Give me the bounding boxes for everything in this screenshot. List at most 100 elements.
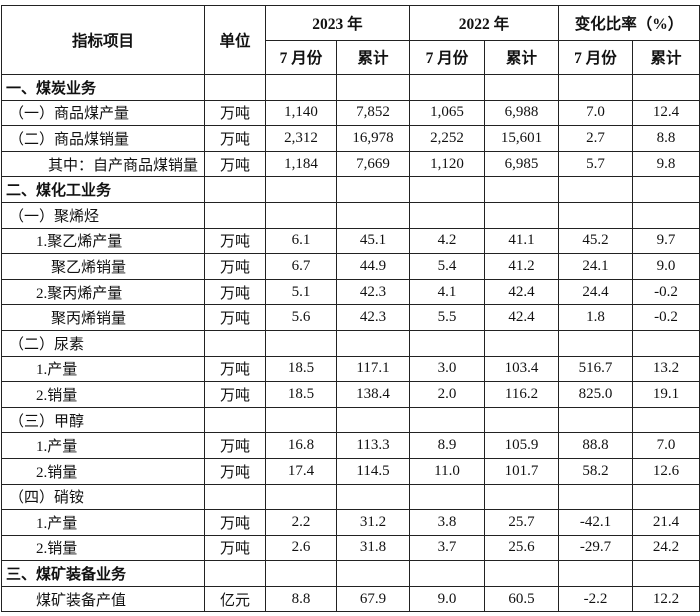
row-label: 2.销量 [1, 457, 205, 485]
header-change: 变化比率（%） [558, 5, 700, 41]
row-label: 三、煤矿装备业务 [1, 560, 205, 587]
cell-2022-month [409, 176, 485, 203]
cell-2022-month: 1,065 [409, 99, 485, 127]
row-unit: 万吨 [204, 278, 266, 306]
cell-change-month [558, 201, 633, 229]
cell-2022-cumulative: 41.2 [484, 253, 559, 280]
cell-change-month: 2.7 [558, 125, 633, 152]
cell-change-month: -2.2 [558, 585, 633, 613]
section-row: 一、煤炭业务 [1, 74, 700, 101]
cell-2023-month: 18.5 [265, 381, 337, 408]
row-unit: 万吨 [204, 432, 266, 459]
table-row: 2.聚丙烯产量 万吨 5.1 42.3 4.1 42.4 24.4 -0.2 [1, 278, 700, 306]
cell-2022-month: 2.0 [409, 381, 485, 408]
section-row: 三、煤矿装备业务 [1, 560, 700, 587]
header-2023: 2023 年 [265, 5, 410, 41]
cell-change-cumulative [632, 406, 700, 434]
cell-2022-cumulative: 103.4 [484, 355, 559, 383]
cell-2023-month [265, 406, 337, 434]
cell-change-month: 58.2 [558, 457, 633, 485]
cell-change-month: 5.7 [558, 150, 633, 178]
cell-change-cumulative: -0.2 [632, 278, 700, 306]
cell-2023-month: 18.5 [265, 355, 337, 383]
row-unit: 万吨 [204, 304, 266, 331]
cell-2023-month: 16.8 [265, 432, 337, 459]
header-2022: 2022 年 [409, 5, 559, 41]
cell-2022-cumulative: 25.6 [484, 534, 559, 562]
cell-change-cumulative: -0.2 [632, 304, 700, 331]
row-label: 聚乙烯销量 [1, 253, 205, 280]
cell-change-cumulative [632, 560, 700, 587]
cell-2023-cumulative: 138.4 [336, 381, 410, 408]
row-unit: 万吨 [204, 534, 266, 562]
table-row: 2.销量 万吨 18.5 138.4 2.0 116.2 825.0 19.1 [1, 381, 700, 408]
cell-2022-cumulative: 15,601 [484, 125, 559, 152]
row-unit: 亿元 [204, 585, 266, 613]
cell-2023-cumulative: 114.5 [336, 457, 410, 485]
cell-2023-cumulative [336, 201, 410, 229]
row-label: 2.销量 [1, 381, 205, 408]
cell-change-cumulative: 19.1 [632, 381, 700, 408]
cell-change-cumulative: 9.0 [632, 253, 700, 280]
table-row: 煤矿装备产值 亿元 8.8 67.9 9.0 60.5 -2.2 12.2 [1, 585, 700, 613]
cell-2023-month [265, 329, 337, 357]
cell-2022-month: 3.7 [409, 534, 485, 562]
row-label: （三）甲醇 [1, 406, 205, 434]
table-row: （三）甲醇 [1, 406, 700, 434]
operating-data-table: 指标项目 单位 2023 年 2022 年 变化比率（%） 7 月份 累计 7 … [1, 5, 700, 613]
cell-2022-month: 8.9 [409, 432, 485, 459]
cell-2023-month: 6.1 [265, 227, 337, 255]
cell-2022-month [409, 329, 485, 357]
row-label: （一）聚烯烃 [1, 201, 205, 229]
table-row: 聚乙烯销量 万吨 6.7 44.9 5.4 41.2 24.1 9.0 [1, 253, 700, 280]
cell-2023-cumulative: 45.1 [336, 227, 410, 255]
cell-2022-month: 9.0 [409, 585, 485, 613]
row-unit: 万吨 [204, 509, 266, 536]
cell-2023-month: 8.8 [265, 585, 337, 613]
row-unit [204, 483, 266, 511]
table-row: （二）商品煤销量 万吨 2,312 16,978 2,252 15,601 2.7 8.8 [1, 125, 700, 152]
cell-change-month [558, 483, 633, 511]
cell-change-cumulative: 8.8 [632, 125, 700, 152]
header-2022-cumulative: 累计 [484, 39, 559, 75]
cell-2022-cumulative: 6,988 [484, 99, 559, 127]
cell-change-month: 825.0 [558, 381, 633, 408]
row-label: 一、煤炭业务 [1, 74, 205, 101]
cell-2023-month: 17.4 [265, 457, 337, 485]
cell-2023-cumulative: 31.8 [336, 534, 410, 562]
header-row-1: 指标项目 单位 2023 年 2022 年 变化比率（%） [1, 5, 700, 75]
row-unit [204, 329, 266, 357]
cell-change-month: 516.7 [558, 355, 633, 383]
header-2023-month: 7 月份 [265, 39, 337, 75]
cell-2023-cumulative: 117.1 [336, 355, 410, 383]
table-row: 其中：自产商品煤销量 万吨 1,184 7,669 1,120 6,985 5.7 9.8 [1, 150, 700, 178]
header-change-cumulative: 累计 [632, 39, 700, 75]
cell-change-month: 24.4 [558, 278, 633, 306]
cell-change-month: 7.0 [558, 99, 633, 127]
cell-2022-month [409, 201, 485, 229]
cell-2022-cumulative [484, 201, 559, 229]
cell-2023-cumulative: 7,669 [336, 150, 410, 178]
cell-2022-cumulative: 42.4 [484, 278, 559, 306]
cell-2023-month: 5.6 [265, 304, 337, 331]
row-unit: 万吨 [204, 150, 266, 178]
cell-change-month [558, 329, 633, 357]
cell-change-cumulative [632, 483, 700, 511]
cell-2023-cumulative [336, 406, 410, 434]
cell-2022-cumulative: 105.9 [484, 432, 559, 459]
header-unit: 单位 [204, 5, 266, 75]
cell-2022-cumulative: 6,985 [484, 150, 559, 178]
row-label: 2.聚丙烯产量 [1, 278, 205, 306]
cell-2022-month [409, 406, 485, 434]
row-unit [204, 74, 266, 101]
table-row: （一）聚烯烃 [1, 201, 700, 229]
cell-2023-cumulative: 67.9 [336, 585, 410, 613]
cell-2022-month [409, 74, 485, 101]
cell-2023-month: 1,184 [265, 150, 337, 178]
cell-change-cumulative: 21.4 [632, 509, 700, 536]
row-unit: 万吨 [204, 125, 266, 152]
cell-change-month [558, 74, 633, 101]
row-unit [204, 176, 266, 203]
cell-2022-month [409, 483, 485, 511]
table-row: （四）硝铵 [1, 483, 700, 511]
